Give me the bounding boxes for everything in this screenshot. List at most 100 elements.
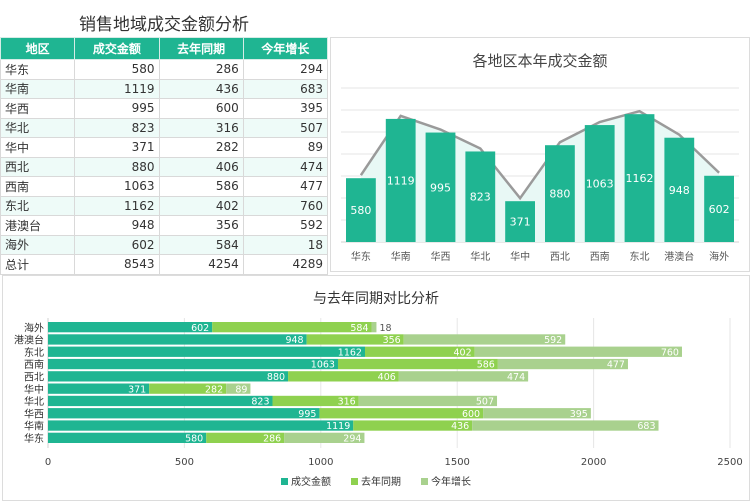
table-row: 华南 1119 436 683 [0, 78, 329, 99]
column-header: 去年同期 [158, 37, 244, 60]
bar-segment [371, 322, 377, 333]
table-row: 港澳台 948 356 592 [0, 215, 329, 236]
y-tick-label: 西南 [24, 358, 44, 371]
table-cell: 586 [158, 176, 244, 197]
table-cell: 356 [158, 215, 244, 236]
y-tick-label: 华南 [24, 420, 44, 433]
table-cell: 华北 [0, 117, 76, 138]
stacked-bar-chart-panel: 与去年同期对比分析 0 500 1000 1500 2000 2500 华东 580 286 294… [2, 275, 750, 501]
bar-segment [48, 383, 150, 394]
bar-segment [364, 346, 475, 357]
data-label: 948 [285, 335, 303, 346]
table-cell: 89 [242, 137, 329, 158]
data-label: 580 [350, 204, 371, 217]
data-label: 18 [379, 323, 391, 334]
data-label: 995 [298, 409, 316, 420]
bar-segment [48, 358, 338, 370]
data-label: 282 [205, 384, 223, 395]
table-cell: 477 [242, 176, 329, 197]
table-cell: 760 [242, 195, 329, 216]
data-label: 507 [476, 397, 494, 408]
bar-segment [284, 432, 365, 443]
table-cell: 823 [74, 117, 160, 138]
x-tick-label: 1500 [444, 457, 469, 468]
data-label: 371 [128, 384, 146, 395]
data-label: 1063 [586, 178, 614, 191]
table-cell: 880 [74, 156, 160, 177]
chart-title: 与去年同期对比分析 [313, 291, 439, 307]
bar-segment [212, 322, 372, 333]
table-cell: 294 [242, 59, 329, 80]
data-label: 1119 [326, 421, 350, 432]
x-tick-label: 1000 [308, 457, 333, 468]
table-cell: 948 [74, 215, 160, 236]
data-label: 1162 [338, 347, 362, 358]
bar-segment [319, 408, 484, 419]
data-label: 474 [507, 372, 525, 383]
table-cell: 1063 [74, 176, 160, 197]
bar-segment [48, 432, 207, 443]
table-row: 华西 995 600 395 [0, 98, 329, 119]
table-cell: 西南 [0, 176, 76, 197]
table-row: 西南 1063 586 477 [0, 176, 329, 197]
y-tick-label: 海外 [24, 321, 44, 334]
data-label: 89 [235, 384, 247, 395]
bar-segment [483, 408, 591, 419]
sales-table: 地区 成交金额 去年同期 今年增长 华东 580 286 294 华南 1119 436 683 华西 9… [0, 37, 329, 275]
data-label: 316 [338, 397, 356, 408]
data-label: 683 [637, 421, 655, 432]
table-cell: 602 [74, 234, 160, 255]
legend-label: 去年同期 [361, 475, 401, 488]
table-row: 东北 1162 402 760 [0, 195, 329, 216]
data-label: 760 [661, 347, 679, 358]
table-row: 华东 580 286 294 [0, 59, 329, 80]
trend-line [359, 109, 720, 201]
data-label: 600 [462, 409, 480, 420]
data-label: 586 [477, 360, 495, 371]
column-header: 成交金额 [74, 37, 160, 60]
x-tick-label: 华北 [470, 250, 490, 263]
x-tick-label: 华中 [510, 250, 530, 263]
table-cell: 华南 [0, 78, 76, 99]
bar-segment [48, 346, 365, 357]
table-cell: 华东 [0, 59, 76, 80]
table-row: 西北 880 406 474 [0, 156, 329, 177]
x-tick-label: 西北 [550, 251, 570, 263]
data-label: 1063 [311, 360, 335, 371]
table-cell: 592 [242, 215, 329, 236]
data-label: 1119 [387, 174, 415, 187]
table-cell: 395 [242, 98, 329, 119]
data-label: 592 [544, 335, 562, 346]
bar-segment [337, 358, 498, 370]
table-cell: 282 [158, 137, 244, 158]
table-cell: 402 [158, 195, 244, 216]
y-tick-label: 西北 [24, 372, 44, 384]
data-label: 602 [709, 203, 730, 216]
bar-segment [497, 358, 628, 370]
bar-segment [149, 383, 227, 394]
table-cell: 港澳台 [0, 215, 76, 236]
bar [704, 175, 734, 242]
bar-segment [48, 334, 307, 345]
data-label: 477 [607, 360, 625, 371]
data-label: 602 [191, 323, 209, 334]
bar-segment [48, 371, 289, 382]
legend-label: 成交金额 [291, 475, 331, 488]
table-cell: 华中 [0, 137, 76, 158]
table-cell: 580 [74, 59, 160, 80]
legend-swatch [281, 478, 288, 485]
bar-segment [48, 420, 354, 431]
data-label: 1162 [626, 172, 654, 185]
bar-segment [472, 420, 659, 431]
bar [385, 118, 416, 242]
x-tick-label: 华南 [391, 250, 411, 263]
table-cell: 406 [158, 156, 244, 177]
data-label: 880 [549, 188, 570, 201]
data-label: 294 [343, 434, 361, 445]
x-tick-label: 港澳台 [664, 250, 694, 263]
x-tick-label: 华东 [351, 250, 371, 263]
legend-swatch [351, 478, 358, 485]
y-tick-label: 华西 [24, 407, 44, 420]
bar [624, 114, 655, 242]
data-label: 371 [510, 216, 531, 229]
